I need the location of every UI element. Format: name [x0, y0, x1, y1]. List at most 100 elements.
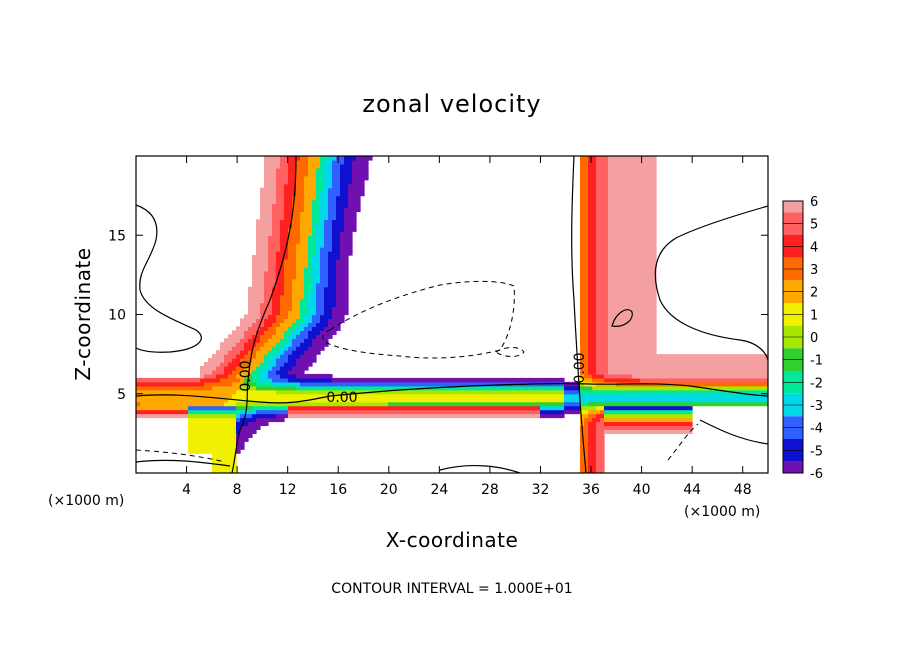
field-cell [684, 417, 689, 423]
field-cell [620, 314, 625, 320]
field-cell [612, 358, 617, 363]
field-cell [620, 219, 625, 224]
field-cell [624, 235, 629, 240]
field-cell [720, 401, 725, 407]
field-cell [312, 199, 317, 205]
field-cell [692, 362, 697, 367]
field-cell [584, 362, 589, 367]
field-cell [332, 381, 337, 387]
field-cell [228, 393, 233, 399]
field-cell [600, 421, 605, 427]
field-cell [344, 413, 349, 419]
field-cell [272, 354, 277, 359]
field-cell [264, 354, 269, 359]
field-cell [612, 338, 617, 343]
field-cell [724, 385, 729, 391]
field-cell [244, 433, 249, 438]
field-cell [200, 437, 205, 442]
field-cell [256, 294, 261, 300]
field-cell [280, 330, 285, 335]
field-cell [224, 461, 229, 466]
field-cell [632, 413, 637, 419]
field-cell [656, 385, 661, 391]
field-cell [300, 278, 305, 284]
field-cell [276, 195, 281, 201]
field-cell [600, 290, 605, 296]
field-cell [460, 377, 465, 383]
field-cell [232, 346, 237, 351]
field-cell [696, 401, 701, 407]
field-cell [652, 409, 657, 415]
field-cell [416, 413, 421, 419]
field-cell [644, 156, 649, 161]
field-cell [624, 266, 629, 272]
field-cell [304, 342, 309, 347]
field-cell [588, 163, 593, 169]
field-cell [232, 445, 237, 450]
field-cell [556, 385, 561, 391]
field-cell [652, 159, 657, 165]
field-cell [228, 465, 233, 470]
field-cell [300, 298, 305, 304]
field-cell [284, 350, 289, 355]
field-cell [244, 318, 249, 324]
field-cell [736, 366, 741, 371]
field-cell [648, 227, 653, 232]
field-cell [640, 417, 645, 423]
field-cell [712, 389, 717, 395]
field-cell [668, 369, 673, 375]
field-cell [424, 381, 429, 387]
field-cell [580, 278, 585, 284]
field-cell [348, 247, 353, 252]
field-cell [640, 156, 645, 161]
field-cell [256, 290, 261, 296]
field-cell [588, 318, 593, 324]
field-cell [600, 159, 605, 165]
field-cell [644, 163, 649, 169]
field-cell [336, 163, 341, 169]
field-cell [436, 377, 441, 383]
field-cell [264, 167, 269, 173]
field-cell [292, 266, 297, 272]
field-cell [252, 429, 257, 434]
field-cell [168, 397, 173, 403]
field-cell [236, 385, 241, 391]
field-cell [600, 389, 605, 395]
field-cell [584, 449, 589, 454]
field-cell [580, 350, 585, 355]
field-cell [144, 385, 149, 391]
field-cell [644, 306, 649, 312]
field-cell [756, 369, 761, 375]
field-cell [612, 243, 617, 248]
field-cell [240, 373, 245, 379]
field-cell [604, 369, 609, 375]
field-cell [248, 413, 253, 419]
x-tick-label: 36 [582, 482, 600, 498]
field-cell [708, 401, 713, 407]
field-cell [244, 362, 249, 367]
field-cell [596, 223, 601, 228]
field-cell [376, 413, 381, 419]
field-cell [384, 381, 389, 387]
field-cell [592, 465, 597, 470]
field-cell [640, 314, 645, 320]
field-cell [620, 207, 625, 213]
field-cell [272, 211, 277, 217]
field-cell [684, 401, 689, 407]
field-cell [340, 183, 345, 189]
field-cell [596, 247, 601, 252]
field-cell [280, 223, 285, 228]
field-cell [648, 377, 653, 383]
field-cell [268, 183, 273, 189]
field-cell [220, 465, 225, 470]
field-cell [616, 362, 621, 367]
field-cell [296, 266, 301, 272]
field-cell [740, 366, 745, 371]
field-cell [336, 318, 341, 324]
field-cell [676, 413, 681, 419]
field-cell [620, 306, 625, 312]
field-cell [600, 302, 605, 308]
field-cell [304, 175, 309, 181]
field-cell [592, 203, 597, 209]
field-cell [624, 215, 629, 220]
